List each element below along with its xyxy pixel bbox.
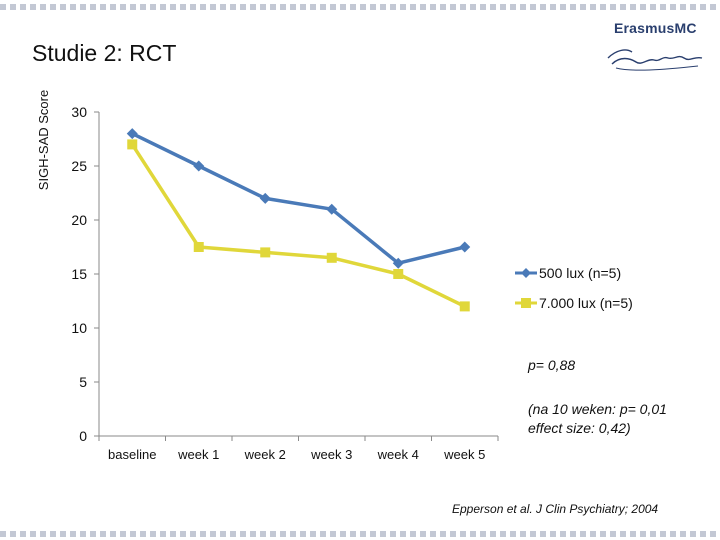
series-1-point — [126, 128, 138, 140]
series-lines — [130, 132, 466, 308]
series-line-2 — [130, 143, 466, 308]
series-2-point — [260, 247, 271, 258]
x-tick-label: week 3 — [310, 447, 352, 462]
legend-label-7000-lux: 7.000 lux (n=5) — [539, 295, 633, 311]
p-value-note: p= 0,88 — [528, 357, 576, 373]
legend-square-icon — [515, 298, 537, 308]
series-2-point — [193, 242, 204, 252]
legend: 500 lux (n=5) 7.000 lux (n=5) — [515, 258, 633, 318]
series-2-point — [459, 301, 470, 312]
effect-size-line-2: effect size: 0,42) — [528, 420, 631, 436]
x-tick-label: week 2 — [244, 447, 286, 462]
y-tick-label: 15 — [71, 266, 87, 282]
series-1-point — [326, 203, 338, 215]
legend-label-500-lux: 500 lux (n=5) — [539, 265, 622, 281]
x-tick-label: baseline — [108, 447, 156, 462]
legend-item-500-lux: 500 lux (n=5) — [515, 258, 633, 288]
legend-diamond-icon — [515, 268, 537, 278]
top-border — [0, 4, 720, 10]
erasmus-mc-logo: ErasmusMC — [598, 16, 708, 76]
series-2-point — [393, 269, 404, 279]
x-tick-labels: baseline week 1 week 2 week 3 week 4 week 5 — [108, 447, 485, 462]
chart-axes — [94, 111, 499, 441]
y-tick-label: 5 — [79, 374, 87, 390]
citation: Epperson et al. J Clin Psychiatry; 2004 — [452, 502, 659, 516]
x-tick-label: week 4 — [377, 447, 419, 462]
series-1-point — [392, 257, 404, 269]
series-1-point — [259, 192, 271, 204]
effect-size-note: (na 10 weken: p= 0,01 effect size: 0,42) — [528, 400, 667, 438]
bottom-border — [0, 531, 720, 537]
series-line-1 — [131, 132, 466, 265]
effect-size-line-1: (na 10 weken: p= 0,01 — [528, 401, 667, 417]
series-2-point — [127, 139, 138, 150]
logo-text: ErasmusMC — [614, 20, 697, 36]
x-tick-label: week 5 — [443, 447, 485, 462]
series-1-point — [459, 241, 471, 253]
y-tick-label: 30 — [71, 104, 87, 120]
y-tick-label: 20 — [71, 212, 87, 228]
signature-icon — [607, 49, 703, 71]
legend-item-7000-lux: 7.000 lux (n=5) — [515, 288, 633, 318]
x-tick-label: week 1 — [177, 447, 219, 462]
y-tick-labels: 0 5 10 15 20 25 30 — [71, 104, 87, 444]
series-1-point — [193, 160, 205, 172]
series-markers — [126, 128, 471, 312]
y-tick-label: 10 — [71, 320, 87, 336]
y-tick-label: 0 — [79, 428, 87, 444]
series-2-point — [326, 252, 337, 263]
slide-title: Studie 2: RCT — [32, 40, 177, 66]
y-tick-label: 25 — [71, 158, 87, 174]
